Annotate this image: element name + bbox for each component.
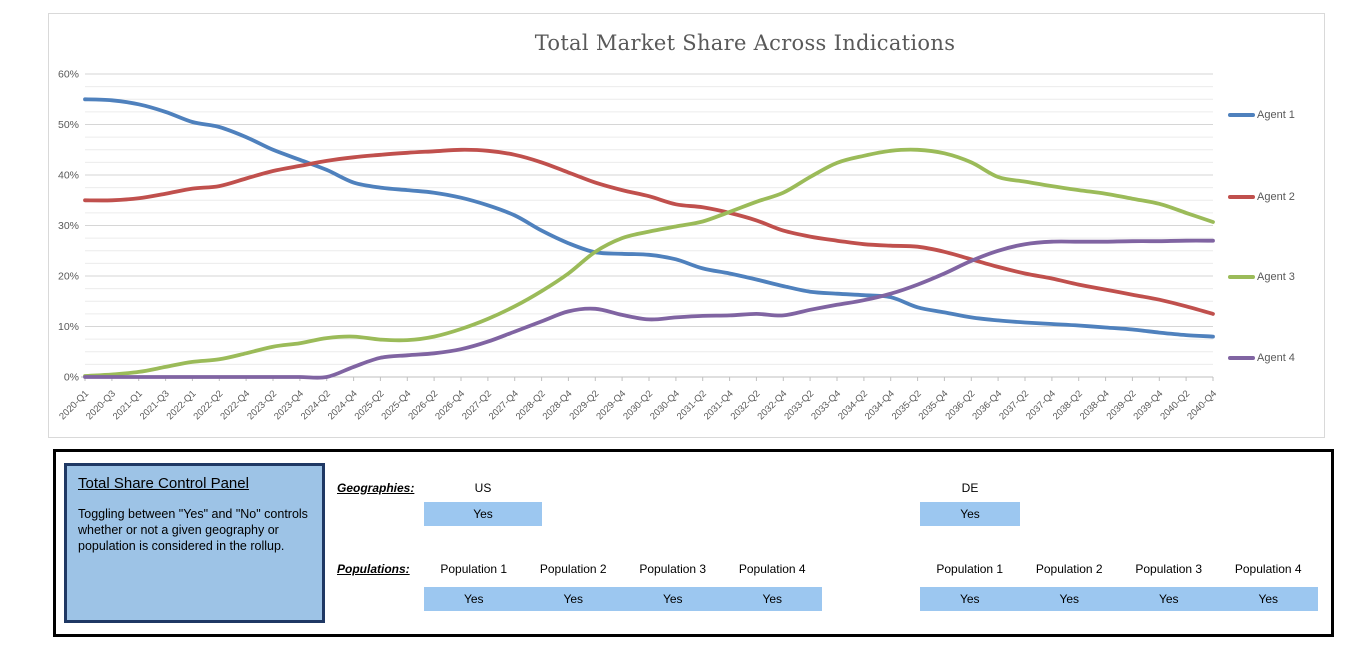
population-toggle[interactable]: Yes [1059, 592, 1080, 606]
y-axis-tick-label: 40% [58, 170, 79, 182]
y-axis-tick-label: 50% [58, 119, 79, 131]
population-toggle[interactable]: Yes [1158, 592, 1179, 606]
geography-label-de: DE [961, 481, 979, 495]
series-line-agent-3 [83, 147, 1215, 378]
population-toggle[interactable]: Yes [762, 592, 783, 606]
geography-toggle-us[interactable]: Yes [424, 502, 542, 526]
geography-label-us: US [474, 481, 492, 495]
legend-item: Agent 2 [1228, 190, 1295, 204]
control-panel-description: Toggling between "Yes" and "No" controls… [78, 507, 308, 553]
control-panel: Total Share Control Panel Toggling betwe… [64, 463, 325, 623]
chart-title: Total Market Share Across Indications [534, 31, 956, 55]
chart-legend: Agent 1 Agent 2 Agent 3 Agent 4 [1224, 0, 1334, 438]
x-axis-tick-label: 2040-Q4 [1185, 388, 1219, 422]
legend-line-swatch [1228, 113, 1255, 117]
series-line-agent-4 [83, 238, 1215, 380]
population-label: Population 1 [440, 562, 508, 576]
geography-toggle-de[interactable]: Yes [920, 502, 1020, 526]
population-labels-row: Population 1 Population 2 Population 3 Popu… [920, 562, 1318, 576]
population-label: Population 4 [738, 562, 806, 576]
y-axis-tick-label: 20% [58, 271, 79, 283]
population-toggle[interactable]: Yes [662, 592, 683, 606]
population-label: Population 2 [539, 562, 607, 576]
y-axis-tick-label: 0% [64, 372, 79, 384]
legend-label: Agent 3 [1257, 271, 1295, 283]
population-toggle[interactable]: Yes [1258, 592, 1279, 606]
population-toggle-bar-de: Yes Yes Yes Yes [920, 587, 1318, 611]
population-labels-row: Population 1 Population 2 Population 3 Popu… [424, 562, 822, 576]
population-toggle[interactable]: Yes [959, 592, 980, 606]
population-label: Population 2 [1035, 562, 1103, 576]
legend-line-swatch [1228, 356, 1255, 360]
y-axis-tick-label: 60% [58, 69, 79, 81]
legend-label: Agent 4 [1257, 352, 1295, 364]
legend-item: Agent 3 [1228, 270, 1295, 284]
population-toggle[interactable]: Yes [463, 592, 484, 606]
legend-label: Agent 1 [1257, 109, 1295, 121]
geographies-label: Geographies: [337, 481, 415, 495]
legend-item: Agent 1 [1228, 108, 1295, 122]
population-label: Population 1 [936, 562, 1004, 576]
legend-line-swatch [1228, 275, 1255, 279]
legend-line-swatch [1228, 195, 1255, 199]
population-toggle-bar-us: Yes Yes Yes Yes [424, 587, 822, 611]
populations-label: Populations: [337, 562, 410, 576]
population-label: Population 3 [639, 562, 707, 576]
population-toggle[interactable]: Yes [563, 592, 584, 606]
control-panel-title: Total Share Control Panel [78, 475, 249, 492]
legend-label: Agent 2 [1257, 191, 1295, 203]
population-label: Population 3 [1135, 562, 1203, 576]
series-line-agent-2 [83, 147, 1215, 316]
legend-item: Agent 4 [1228, 351, 1295, 365]
population-label: Population 4 [1234, 562, 1302, 576]
y-axis-tick-label: 30% [58, 220, 79, 232]
y-axis-tick-label: 10% [58, 321, 79, 333]
series-line-agent-1 [83, 97, 1215, 339]
